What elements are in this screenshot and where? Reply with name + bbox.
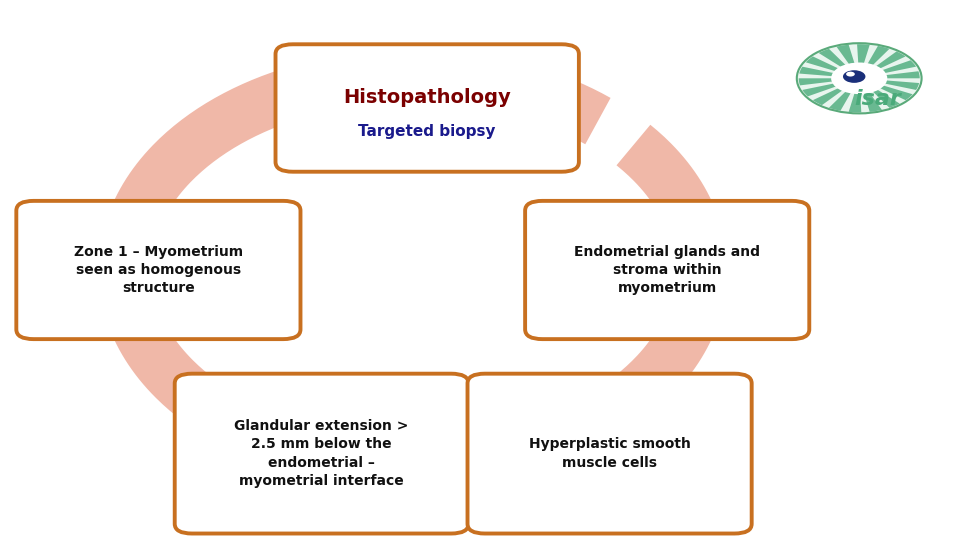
Wedge shape xyxy=(859,71,920,78)
Wedge shape xyxy=(859,78,900,108)
Circle shape xyxy=(797,43,922,113)
Text: Targeted biopsy: Targeted biopsy xyxy=(358,124,496,139)
Wedge shape xyxy=(800,66,859,78)
Polygon shape xyxy=(636,147,691,188)
Wedge shape xyxy=(859,78,919,90)
Circle shape xyxy=(831,63,887,94)
Wedge shape xyxy=(857,44,870,78)
Wedge shape xyxy=(849,78,861,112)
Wedge shape xyxy=(859,46,890,78)
Circle shape xyxy=(843,70,866,83)
Wedge shape xyxy=(836,45,859,78)
Wedge shape xyxy=(813,78,859,105)
FancyBboxPatch shape xyxy=(175,374,468,534)
FancyBboxPatch shape xyxy=(16,201,300,339)
Wedge shape xyxy=(859,51,905,78)
Wedge shape xyxy=(859,60,916,78)
Text: Endometrial glands and
stroma within
myometrium: Endometrial glands and stroma within myo… xyxy=(574,245,760,295)
Wedge shape xyxy=(805,56,859,78)
Text: Hyperplastic smooth
muscle cells: Hyperplastic smooth muscle cells xyxy=(529,437,690,470)
FancyBboxPatch shape xyxy=(276,44,579,172)
Wedge shape xyxy=(828,78,859,111)
Text: isar: isar xyxy=(854,89,901,110)
Circle shape xyxy=(846,72,854,77)
Wedge shape xyxy=(819,49,859,78)
Text: Glandular extension >
2.5 mm below the
endometrial –
myometrial interface: Glandular extension > 2.5 mm below the e… xyxy=(234,419,409,488)
FancyBboxPatch shape xyxy=(468,374,752,534)
Wedge shape xyxy=(799,78,859,85)
Wedge shape xyxy=(803,78,859,96)
Wedge shape xyxy=(859,78,913,100)
Text: Zone 1 – Myometrium
seen as homogenous
structure: Zone 1 – Myometrium seen as homogenous s… xyxy=(74,245,243,295)
FancyBboxPatch shape xyxy=(525,201,809,339)
Text: Histopathology: Histopathology xyxy=(344,87,511,107)
Wedge shape xyxy=(859,78,882,112)
